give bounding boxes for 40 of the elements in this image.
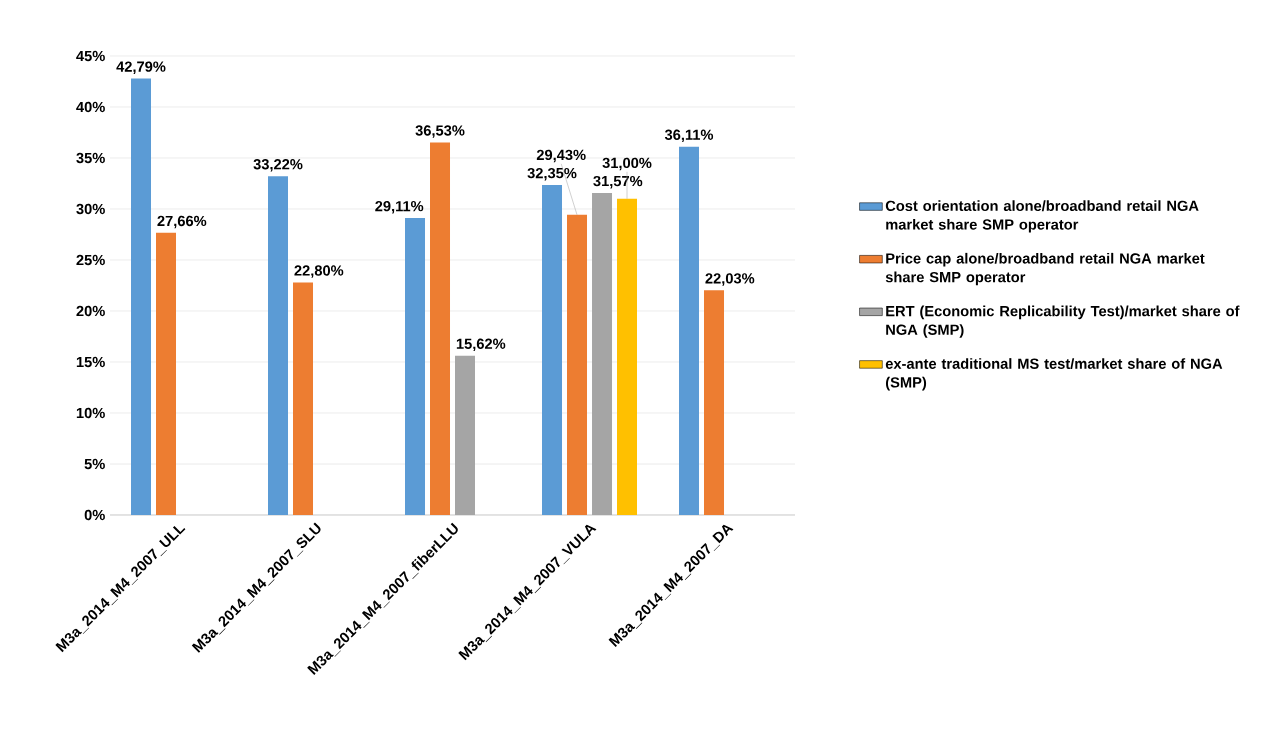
data-label: 29,43% bbox=[536, 149, 586, 163]
y-tick-label: 45% bbox=[76, 50, 105, 62]
bar bbox=[704, 290, 725, 515]
data-label: 22,03% bbox=[705, 273, 755, 286]
y-tick-label: 20% bbox=[76, 305, 105, 317]
data-label: 42,79% bbox=[116, 61, 166, 74]
y-tick-label: 35% bbox=[76, 152, 105, 164]
data-label: 33,22% bbox=[253, 159, 303, 172]
legend-label: Cost orientation alone/broadband retail NGA market share SMP operator bbox=[885, 200, 1199, 233]
data-label: 31,00% bbox=[602, 157, 652, 171]
bar bbox=[592, 192, 613, 515]
data-label: 36,53% bbox=[415, 125, 465, 138]
data-label: 29,11% bbox=[375, 200, 424, 214]
legend-label: ex-ante traditional MS test/market share of NGA (SMP) bbox=[885, 358, 1223, 391]
data-label: 31,57% bbox=[593, 175, 643, 189]
y-tick-label: 5% bbox=[84, 458, 105, 470]
bar bbox=[131, 78, 152, 515]
data-label: 36,11% bbox=[664, 129, 714, 143]
bar bbox=[430, 142, 451, 515]
bar bbox=[405, 218, 426, 515]
bar bbox=[567, 214, 588, 515]
data-label: 27,66% bbox=[157, 215, 207, 229]
legend-label: ERT (Economic Replicability Test)/market share of NGA (SMP) bbox=[886, 305, 1240, 338]
bar bbox=[293, 282, 314, 515]
bar bbox=[268, 176, 289, 515]
data-label: 15,62% bbox=[456, 338, 506, 352]
y-tick-label: 10% bbox=[76, 407, 105, 419]
data-label: 32,35% bbox=[527, 167, 577, 181]
bar bbox=[156, 232, 177, 515]
y-tick-label: 15% bbox=[76, 356, 105, 368]
bar bbox=[679, 146, 700, 515]
data-label: 22,80% bbox=[294, 265, 344, 278]
y-tick-label: 30% bbox=[76, 203, 105, 215]
bar bbox=[542, 185, 563, 515]
bar bbox=[455, 355, 476, 515]
y-tick-label: 0% bbox=[84, 509, 105, 521]
y-tick-label: 25% bbox=[76, 254, 105, 266]
y-tick-label: 40% bbox=[76, 101, 105, 113]
bar bbox=[617, 198, 638, 515]
legend-label: Price cap alone/broadband retail NGA market share SMP operator bbox=[885, 252, 1205, 286]
